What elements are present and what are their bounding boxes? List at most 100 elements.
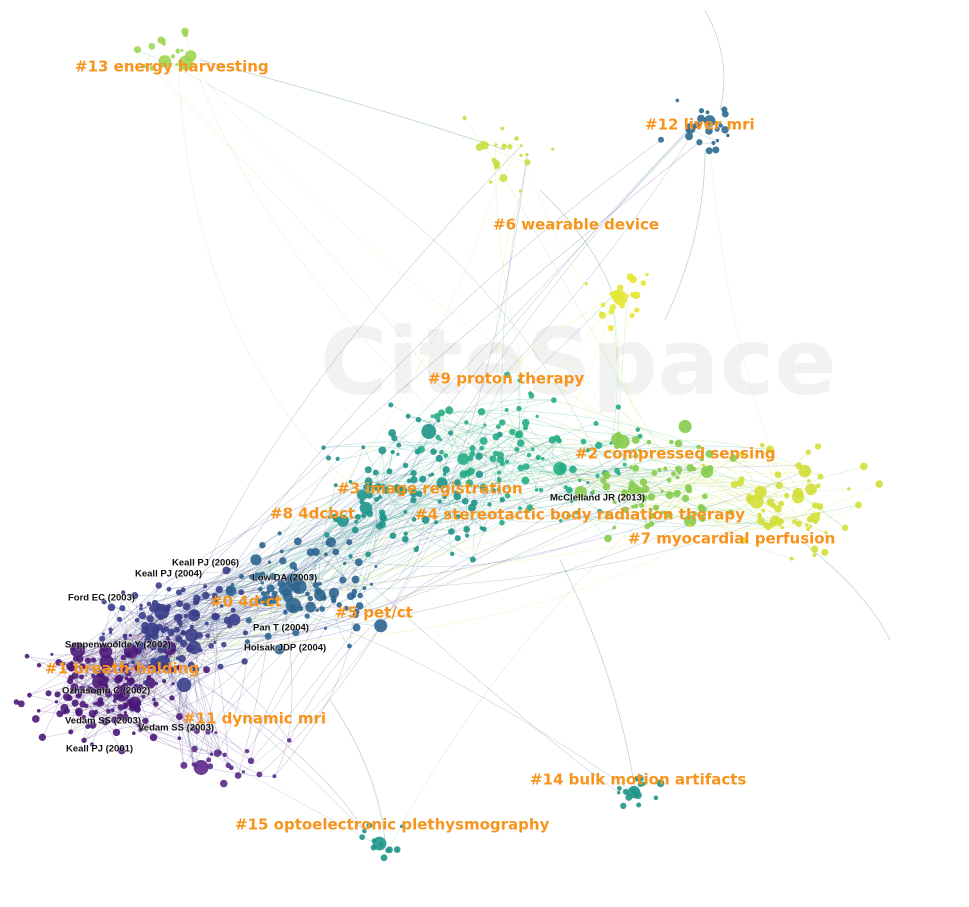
edge <box>140 466 632 730</box>
edge <box>472 447 542 491</box>
node <box>142 680 148 685</box>
node <box>435 454 443 463</box>
node <box>632 464 640 472</box>
node <box>79 663 86 670</box>
edge <box>559 559 636 791</box>
node <box>247 757 255 765</box>
node <box>120 654 127 661</box>
node <box>453 492 462 501</box>
node <box>499 497 505 503</box>
node <box>163 626 169 632</box>
edge <box>292 479 500 580</box>
reference-label: Keall PJ (2006) <box>172 558 239 569</box>
edge <box>568 509 652 519</box>
node <box>517 464 525 472</box>
node <box>241 770 245 774</box>
edge <box>133 600 267 663</box>
reference-label: Ford EC (2003) <box>68 593 135 604</box>
edge <box>377 487 573 514</box>
edge <box>390 404 500 435</box>
edge <box>168 646 194 765</box>
node <box>437 499 442 504</box>
edge <box>413 480 526 501</box>
node <box>607 324 614 332</box>
node <box>146 601 152 607</box>
node <box>650 512 657 519</box>
node <box>241 658 248 665</box>
node <box>558 518 563 523</box>
cluster-label: #11 dynamic mri <box>183 710 326 728</box>
edge <box>645 472 655 527</box>
node <box>563 485 568 490</box>
edge <box>297 447 364 542</box>
node <box>705 449 714 458</box>
cluster-label: #1 breath-holding <box>45 660 199 678</box>
node <box>566 513 572 519</box>
node <box>457 453 470 465</box>
edge <box>467 507 530 536</box>
node <box>630 787 634 791</box>
node <box>448 528 455 535</box>
edge <box>413 427 526 494</box>
node <box>396 442 402 448</box>
node <box>112 728 121 737</box>
node <box>139 606 143 611</box>
node <box>403 531 408 536</box>
node <box>260 581 264 585</box>
node <box>379 509 386 516</box>
edge <box>587 441 650 453</box>
node <box>503 371 511 379</box>
node <box>526 452 532 458</box>
edge <box>115 523 799 643</box>
edge <box>701 458 805 474</box>
node <box>355 602 364 610</box>
node <box>162 679 167 684</box>
node <box>287 738 292 743</box>
edge <box>145 661 245 722</box>
node <box>305 601 316 613</box>
edge <box>69 666 198 732</box>
node <box>516 405 522 412</box>
node <box>699 515 706 523</box>
edge <box>382 512 474 560</box>
edge <box>82 666 157 673</box>
edge <box>148 612 286 638</box>
edge <box>140 470 805 610</box>
edge <box>474 457 539 504</box>
node <box>636 802 642 808</box>
edge <box>537 416 625 460</box>
node <box>496 451 505 459</box>
node <box>580 438 587 445</box>
node <box>728 509 734 515</box>
node <box>66 695 73 702</box>
node <box>396 452 400 456</box>
node <box>215 585 223 594</box>
node <box>442 494 447 499</box>
node <box>81 737 87 744</box>
node <box>410 476 418 484</box>
node <box>170 54 176 59</box>
edge <box>617 295 629 440</box>
edge <box>606 475 702 508</box>
edge <box>195 616 218 766</box>
node <box>114 640 118 644</box>
node <box>328 587 340 599</box>
edge <box>408 415 557 440</box>
edge <box>98 703 212 755</box>
node <box>809 524 813 528</box>
edge <box>246 628 326 752</box>
cluster-label: #2 compressed sensing <box>575 445 776 463</box>
node <box>600 302 606 308</box>
node <box>398 490 403 495</box>
node <box>352 623 361 632</box>
node <box>591 489 596 494</box>
edge <box>445 455 459 539</box>
edge <box>74 666 151 704</box>
node <box>101 632 105 636</box>
node <box>646 439 652 445</box>
node <box>182 602 191 611</box>
edge <box>101 703 225 756</box>
node <box>141 621 149 630</box>
node <box>798 464 812 478</box>
